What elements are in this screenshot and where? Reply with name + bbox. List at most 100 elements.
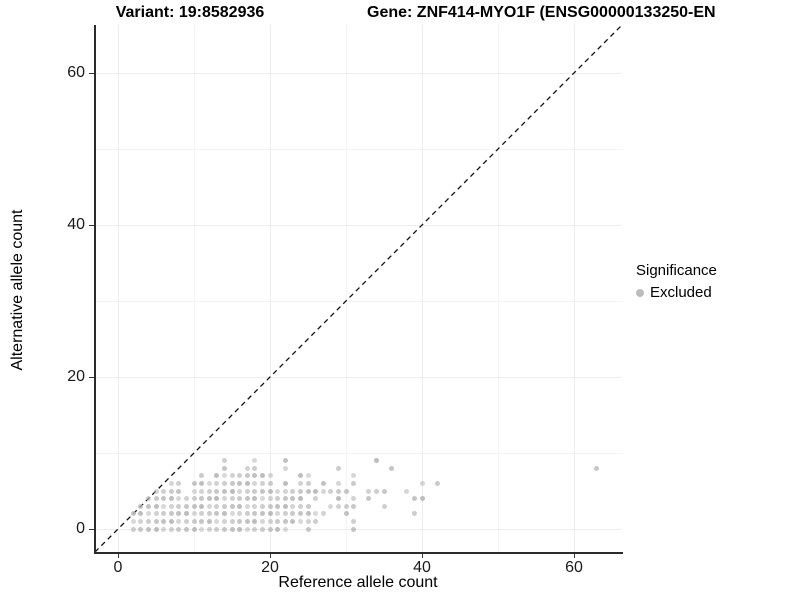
data-point xyxy=(282,511,288,517)
data-point xyxy=(343,488,349,494)
data-point xyxy=(351,473,357,479)
data-point xyxy=(328,488,334,494)
x-minor-gridline xyxy=(345,25,347,552)
data-point xyxy=(237,488,243,494)
data-point xyxy=(214,480,220,486)
data-point xyxy=(161,526,167,532)
x-minor-gridline xyxy=(497,25,499,552)
data-point xyxy=(297,480,303,486)
data-point xyxy=(434,480,440,486)
data-point xyxy=(191,488,197,494)
data-point xyxy=(335,503,341,509)
data-point xyxy=(244,473,250,479)
data-point xyxy=(259,496,265,502)
data-point xyxy=(267,473,273,479)
data-point xyxy=(138,503,144,509)
data-point xyxy=(267,511,273,517)
data-point xyxy=(252,503,258,509)
data-point xyxy=(221,503,227,509)
data-point xyxy=(419,496,425,502)
data-point xyxy=(252,496,258,502)
data-point xyxy=(161,503,167,509)
data-point xyxy=(267,496,273,502)
data-point xyxy=(199,511,205,517)
data-point xyxy=(214,503,220,509)
data-point xyxy=(161,488,167,494)
data-point xyxy=(168,480,174,486)
y-tick-mark xyxy=(89,376,94,378)
data-point xyxy=(275,518,281,524)
data-point xyxy=(183,503,189,509)
x-tick-label: 0 xyxy=(113,559,123,576)
data-point xyxy=(138,518,144,524)
y-axis-title: Alternative allele count xyxy=(9,209,26,371)
data-point xyxy=(237,473,243,479)
y-tick-mark xyxy=(89,72,94,74)
x-tick-label: 40 xyxy=(413,559,431,576)
data-point xyxy=(244,503,250,509)
data-point xyxy=(381,503,387,509)
data-point xyxy=(130,511,136,517)
x-tick-label: 20 xyxy=(261,559,279,576)
data-point xyxy=(275,526,281,532)
data-point xyxy=(252,480,258,486)
data-point xyxy=(161,518,167,524)
data-point xyxy=(145,503,151,509)
data-point xyxy=(145,518,151,524)
data-point xyxy=(320,480,326,486)
x-tick-mark xyxy=(421,553,423,558)
data-point xyxy=(290,496,296,502)
data-point xyxy=(252,488,258,494)
data-point xyxy=(168,503,174,509)
data-point xyxy=(389,465,395,471)
data-point xyxy=(290,511,296,517)
data-point xyxy=(176,488,182,494)
data-point xyxy=(206,518,212,524)
data-point xyxy=(411,511,417,517)
data-point xyxy=(221,518,227,524)
x-tick-mark xyxy=(573,553,575,558)
data-point xyxy=(252,526,258,532)
legend: Significance Excluded xyxy=(636,262,717,301)
data-point xyxy=(199,503,205,509)
data-point xyxy=(221,511,227,517)
data-point xyxy=(138,511,144,517)
data-point xyxy=(183,518,189,524)
data-point xyxy=(199,473,205,479)
data-point xyxy=(351,518,357,524)
data-point xyxy=(168,518,174,524)
data-point xyxy=(176,511,182,517)
plot-title-variant: Variant: 19:8582936 xyxy=(115,4,265,21)
x-major-gridline xyxy=(269,25,271,552)
data-point xyxy=(153,511,159,517)
y-tick-label: 60 xyxy=(67,64,85,81)
data-point xyxy=(275,503,281,509)
data-point xyxy=(229,488,235,494)
plot-panel xyxy=(94,24,623,553)
data-point xyxy=(297,518,303,524)
data-point xyxy=(343,503,349,509)
data-point xyxy=(229,473,235,479)
data-point xyxy=(366,496,372,502)
data-point xyxy=(282,465,288,471)
data-point xyxy=(138,526,144,532)
data-point xyxy=(206,503,212,509)
data-point xyxy=(176,496,182,502)
data-point xyxy=(214,496,220,502)
data-point xyxy=(351,503,357,509)
legend-title: Significance xyxy=(636,262,717,279)
data-point xyxy=(343,511,349,517)
data-point xyxy=(259,503,265,509)
data-point xyxy=(229,518,235,524)
data-point xyxy=(282,526,288,532)
data-point xyxy=(373,458,379,464)
x-minor-gridline xyxy=(193,25,195,552)
data-point xyxy=(206,488,212,494)
data-point xyxy=(297,511,303,517)
data-point xyxy=(252,458,258,464)
data-point xyxy=(153,526,159,532)
data-point xyxy=(267,480,273,486)
data-point xyxy=(404,488,410,494)
data-point xyxy=(244,480,250,486)
data-point xyxy=(335,480,341,486)
